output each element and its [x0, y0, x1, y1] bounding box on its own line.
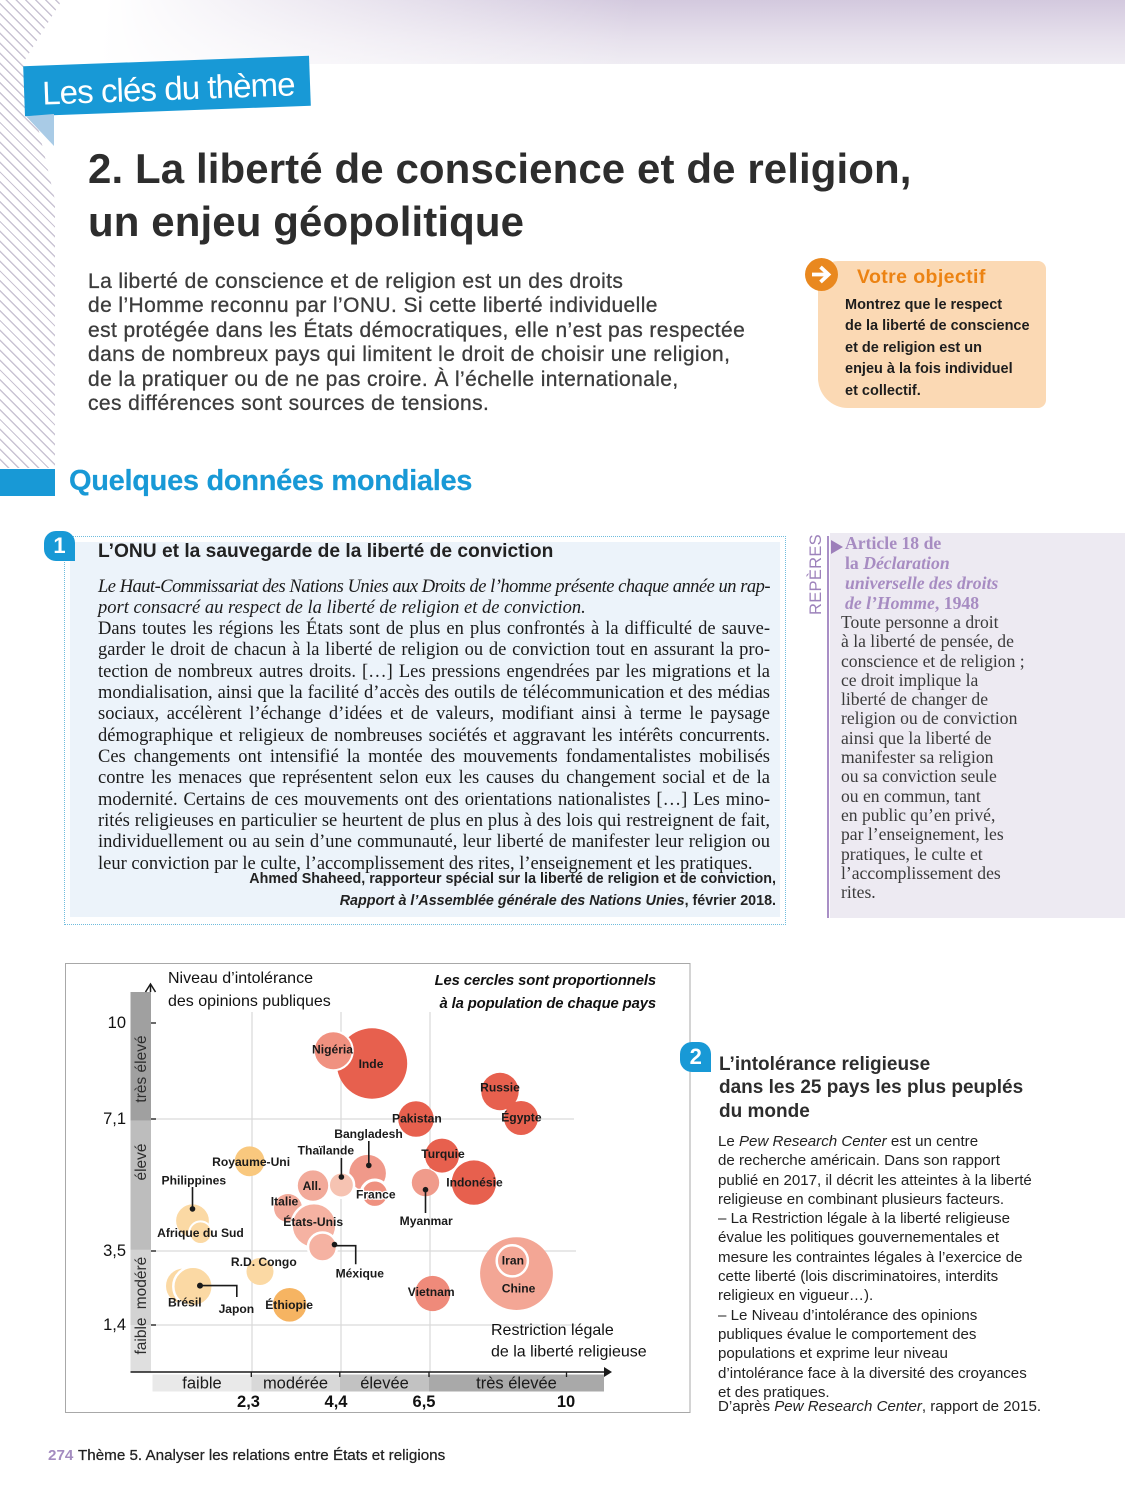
svg-text:France: France: [356, 1188, 396, 1202]
svg-text:7,1: 7,1: [103, 1110, 126, 1128]
svg-text:Chine: Chine: [502, 1281, 536, 1295]
svg-text:Indonésie: Indonésie: [446, 1175, 503, 1189]
svg-text:10: 10: [557, 1393, 575, 1411]
svg-text:à la population de chaque pays: à la population de chaque pays: [439, 996, 656, 1012]
svg-text:6,5: 6,5: [413, 1393, 436, 1411]
svg-text:Pakistan: Pakistan: [392, 1111, 442, 1125]
svg-text:Bangladesh: Bangladesh: [334, 1127, 403, 1141]
svg-text:modéré: modéré: [133, 1257, 150, 1310]
svg-text:très élevée: très élevée: [476, 1375, 557, 1393]
svg-text:Afrique du Sud: Afrique du Sud: [157, 1226, 244, 1240]
svg-text:3,5: 3,5: [103, 1242, 126, 1260]
svg-text:très élevé: très élevé: [133, 1035, 150, 1102]
svg-text:All.: All.: [303, 1179, 322, 1193]
svg-text:4,4: 4,4: [325, 1393, 349, 1411]
svg-text:Russie: Russie: [480, 1080, 520, 1094]
svg-text:élevée: élevée: [360, 1375, 409, 1393]
svg-text:Royaume-Uni: Royaume-Uni: [212, 1155, 290, 1169]
svg-text:2,3: 2,3: [237, 1393, 260, 1411]
svg-text:Restriction légale: Restriction légale: [491, 1322, 614, 1339]
svg-text:R.D. Congo: R.D. Congo: [231, 1255, 297, 1269]
svg-text:Philippines: Philippines: [162, 1173, 227, 1187]
svg-text:Niveau d’intolérance: Niveau d’intolérance: [168, 970, 313, 987]
svg-text:Brésil: Brésil: [168, 1296, 202, 1310]
svg-text:Vietnam: Vietnam: [408, 1285, 455, 1299]
svg-text:de la liberté religieuse: de la liberté religieuse: [491, 1344, 647, 1361]
svg-text:Iran: Iran: [502, 1254, 524, 1268]
svg-text:faible: faible: [133, 1317, 150, 1354]
svg-text:Égypte: Égypte: [501, 1110, 542, 1125]
svg-text:Japon: Japon: [219, 1302, 255, 1316]
svg-text:10: 10: [108, 1014, 126, 1032]
svg-text:Inde: Inde: [359, 1057, 384, 1071]
svg-text:Italie: Italie: [271, 1195, 299, 1209]
svg-text:modérée: modérée: [263, 1375, 328, 1393]
svg-text:Les cercles sont proportionnel: Les cercles sont proportionnels: [435, 973, 656, 989]
svg-text:des opinions publiques: des opinions publiques: [168, 993, 331, 1010]
svg-text:Myanmar: Myanmar: [400, 1214, 453, 1228]
svg-text:Éthiopie: Éthiopie: [265, 1297, 313, 1312]
svg-text:États-Unis: États-Unis: [283, 1214, 343, 1229]
svg-text:Thaïlande: Thaïlande: [298, 1144, 355, 1158]
svg-text:1,4: 1,4: [103, 1316, 126, 1334]
svg-text:Méxique: Méxique: [336, 1267, 385, 1281]
svg-text:faible: faible: [182, 1375, 221, 1393]
svg-text:Turquie: Turquie: [421, 1147, 465, 1161]
svg-text:élevé: élevé: [133, 1143, 150, 1180]
svg-text:Nigéria: Nigéria: [312, 1043, 353, 1057]
